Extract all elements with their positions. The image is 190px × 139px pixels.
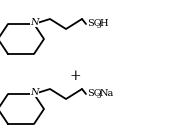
Text: 3: 3	[96, 92, 101, 100]
Text: 3: 3	[96, 23, 101, 30]
Text: N: N	[30, 88, 39, 97]
Text: +: +	[69, 69, 81, 83]
Text: SO: SO	[87, 90, 102, 99]
Text: SO: SO	[87, 19, 102, 28]
Text: Na: Na	[100, 90, 114, 99]
Text: H: H	[100, 19, 108, 28]
Text: N: N	[30, 18, 39, 27]
